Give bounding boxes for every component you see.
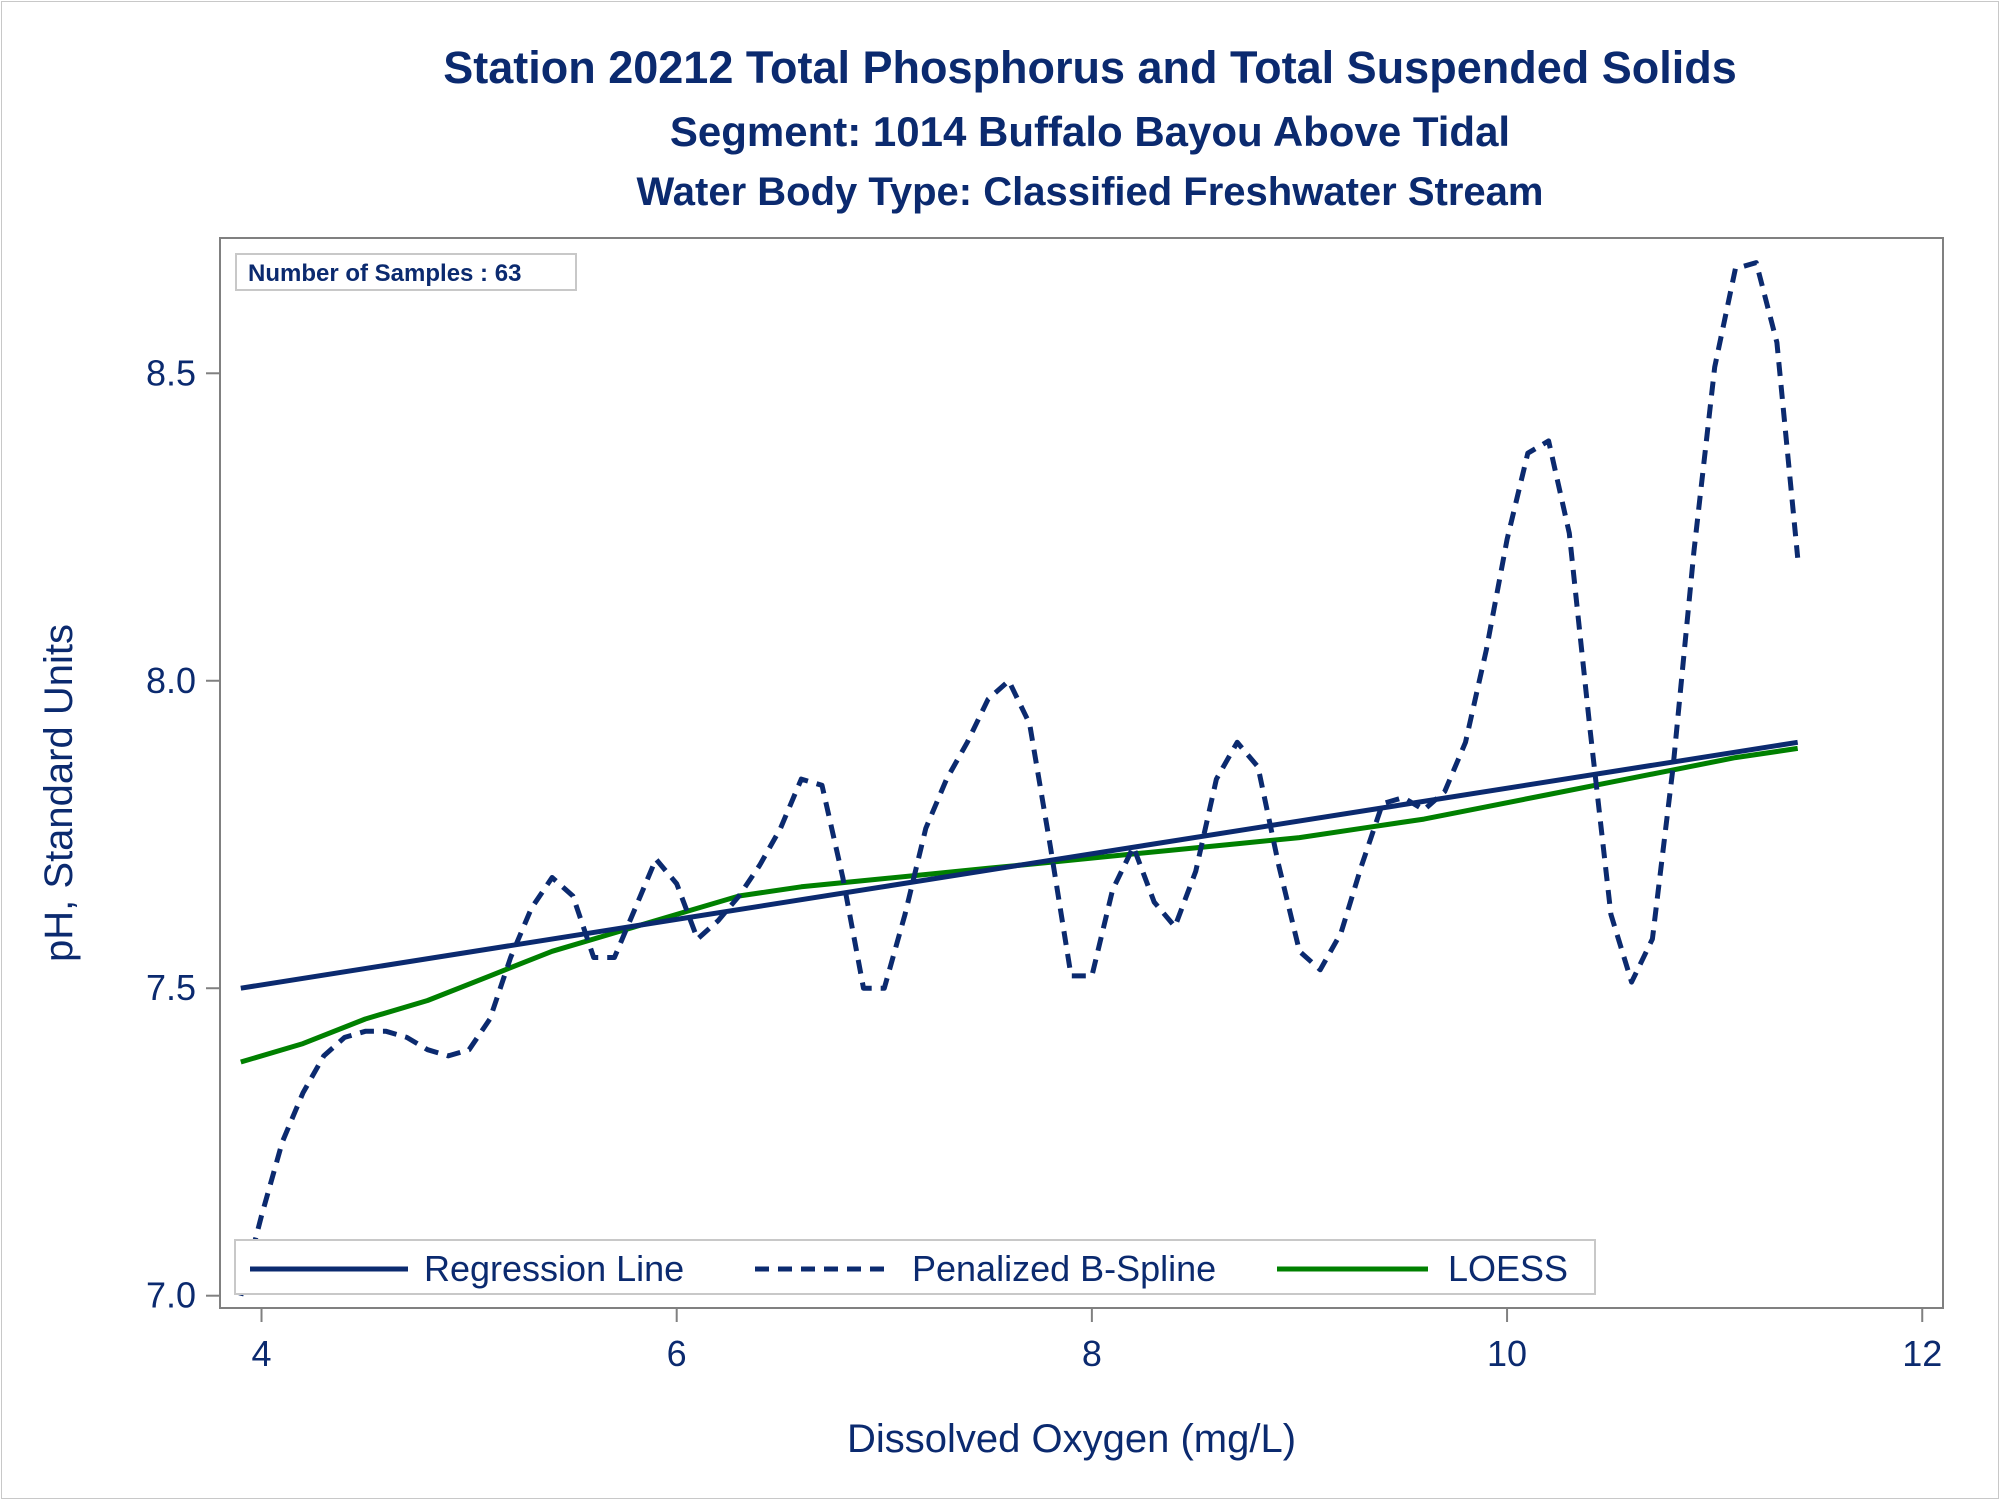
x-tick-label: 4 [252, 1333, 272, 1374]
chart-subtitle-water-body: Water Body Type: Classified Freshwater S… [636, 170, 1544, 214]
chart-title: Station 20212 Total Phosphorus and Total… [443, 42, 1737, 93]
x-axis-label: Dissolved Oxygen (mg/L) [847, 1417, 1296, 1461]
series-line-loess [240, 745, 1799, 1065]
x-tick-label: 12 [1902, 1333, 1942, 1374]
chart-subtitle-segment: Segment: 1014 Buffalo Bayou Above Tidal [669, 108, 1511, 155]
x-tick-label: 10 [1487, 1333, 1527, 1374]
x-tick-label: 6 [667, 1333, 687, 1374]
plot-area [219, 237, 1944, 1309]
y-tick-label: 8.0 [146, 660, 196, 701]
legend-label-loess: LOESS [1448, 1248, 1568, 1289]
y-tick-label: 8.5 [146, 352, 196, 393]
series-line-penalized-b-spline [238, 260, 1801, 1297]
sample-count-annotation: Number of Samples : 63 [248, 260, 521, 287]
y-tick-label: 7.0 [146, 1275, 196, 1316]
y-axis-label: pH, Standard Units [37, 624, 81, 962]
series-line-regression-line [240, 739, 1799, 991]
x-tick-label: 8 [1082, 1333, 1102, 1374]
y-tick-label: 7.5 [146, 967, 196, 1008]
legend-label-penalized-b-spline: Penalized B-Spline [912, 1248, 1216, 1289]
legend-label-regression-line: Regression Line [424, 1248, 684, 1289]
sample-count-box [235, 253, 577, 291]
